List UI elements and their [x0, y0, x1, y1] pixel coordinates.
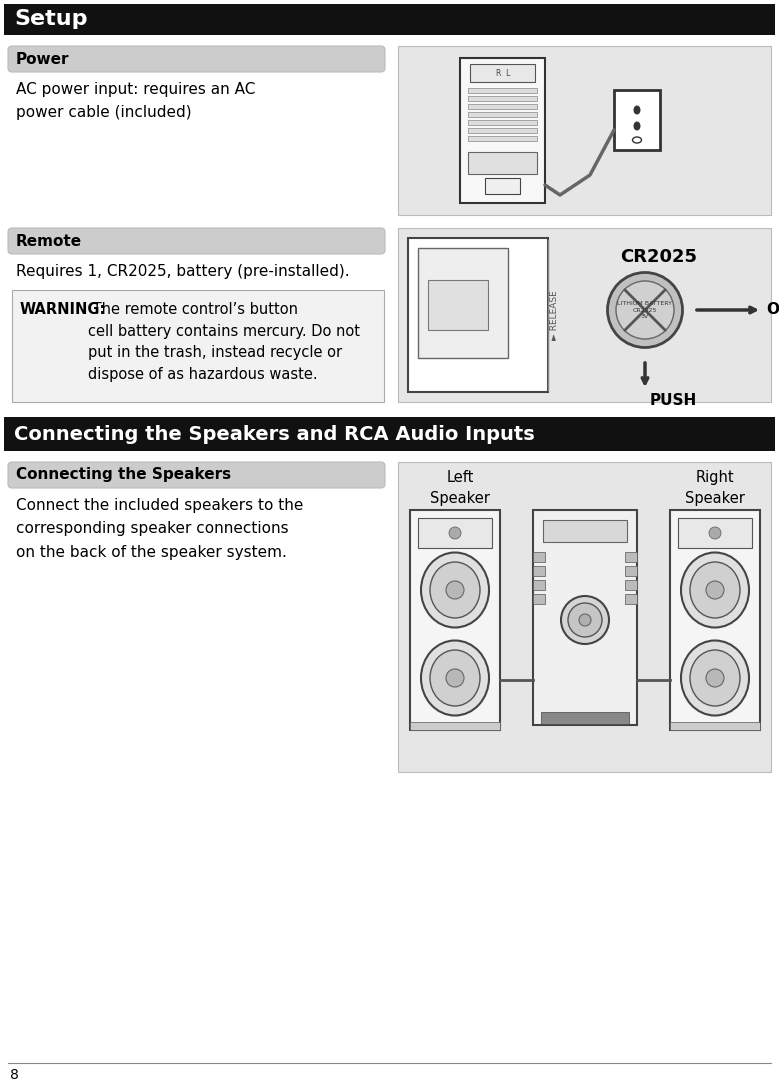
- Ellipse shape: [430, 561, 480, 618]
- Bar: [398, 46, 771, 215]
- Text: Setup: Setup: [14, 9, 87, 29]
- Ellipse shape: [421, 641, 489, 716]
- Ellipse shape: [681, 641, 749, 716]
- Ellipse shape: [608, 273, 682, 348]
- Bar: [468, 128, 537, 132]
- Bar: [543, 520, 627, 542]
- Bar: [398, 462, 771, 772]
- Ellipse shape: [706, 581, 724, 599]
- Ellipse shape: [449, 527, 461, 539]
- Bar: [468, 136, 537, 141]
- Bar: [533, 580, 545, 590]
- Bar: [670, 510, 760, 730]
- Ellipse shape: [421, 553, 489, 628]
- Bar: [533, 510, 637, 725]
- Ellipse shape: [690, 651, 740, 706]
- Bar: [468, 119, 537, 125]
- Bar: [625, 552, 637, 561]
- Text: PUSH: PUSH: [650, 393, 697, 408]
- Bar: [398, 228, 771, 402]
- Bar: [428, 280, 488, 330]
- Bar: [4, 4, 775, 35]
- Ellipse shape: [446, 581, 464, 599]
- Ellipse shape: [561, 596, 609, 644]
- Ellipse shape: [579, 614, 591, 626]
- Bar: [460, 58, 545, 203]
- Text: CR2025: CR2025: [620, 248, 697, 266]
- Bar: [418, 518, 492, 548]
- Text: Remote: Remote: [16, 233, 82, 249]
- Text: 8: 8: [10, 1068, 19, 1082]
- FancyBboxPatch shape: [8, 462, 385, 488]
- Bar: [678, 518, 752, 548]
- Bar: [485, 178, 520, 194]
- Bar: [533, 566, 545, 576]
- Ellipse shape: [633, 122, 640, 130]
- Text: The remote control’s button
cell battery contains mercury. Do not
put in the tra: The remote control’s button cell battery…: [88, 302, 360, 382]
- Text: Power: Power: [16, 51, 69, 66]
- Bar: [614, 90, 660, 150]
- Bar: [625, 594, 637, 604]
- Text: LITHIUM BATTERY
CR2025
3V: LITHIUM BATTERY CR2025 3V: [618, 301, 672, 319]
- Ellipse shape: [568, 603, 602, 637]
- FancyBboxPatch shape: [8, 228, 385, 254]
- Bar: [625, 566, 637, 576]
- Bar: [468, 112, 537, 117]
- Text: AC power input: requires an AC
power cable (included): AC power input: requires an AC power cab…: [16, 83, 256, 121]
- Bar: [410, 722, 500, 730]
- Ellipse shape: [681, 553, 749, 628]
- Bar: [4, 417, 775, 451]
- Text: R  L: R L: [495, 68, 510, 77]
- Bar: [541, 712, 629, 724]
- Text: WARNING:: WARNING:: [20, 302, 107, 317]
- Text: Requires 1, CR2025, battery (pre-installed).: Requires 1, CR2025, battery (pre-install…: [16, 264, 350, 279]
- Bar: [468, 152, 537, 174]
- Ellipse shape: [633, 105, 640, 114]
- Bar: [418, 248, 508, 358]
- Bar: [12, 290, 384, 402]
- Text: Connect the included speakers to the
corresponding speaker connections
on the ba: Connect the included speakers to the cor…: [16, 498, 303, 559]
- Bar: [625, 580, 637, 590]
- FancyBboxPatch shape: [8, 46, 385, 72]
- Ellipse shape: [430, 651, 480, 706]
- Bar: [468, 96, 537, 101]
- Bar: [468, 88, 537, 93]
- Text: Right
Speaker
(R): Right Speaker (R): [685, 470, 745, 527]
- Bar: [408, 238, 548, 392]
- Ellipse shape: [709, 527, 721, 539]
- Text: OPEN: OPEN: [766, 303, 779, 317]
- Text: Left
Speaker
(L): Left Speaker (L): [430, 470, 490, 527]
- Bar: [410, 510, 500, 730]
- Text: ► RELEASE: ► RELEASE: [551, 290, 559, 340]
- Ellipse shape: [616, 281, 674, 339]
- Bar: [468, 104, 537, 109]
- Bar: [470, 64, 535, 83]
- Ellipse shape: [690, 561, 740, 618]
- Bar: [670, 722, 760, 730]
- Bar: [533, 552, 545, 561]
- Ellipse shape: [706, 669, 724, 687]
- Bar: [533, 594, 545, 604]
- Ellipse shape: [446, 669, 464, 687]
- Text: Connecting the Speakers and RCA Audio Inputs: Connecting the Speakers and RCA Audio In…: [14, 425, 534, 443]
- Text: Connecting the Speakers: Connecting the Speakers: [16, 467, 231, 482]
